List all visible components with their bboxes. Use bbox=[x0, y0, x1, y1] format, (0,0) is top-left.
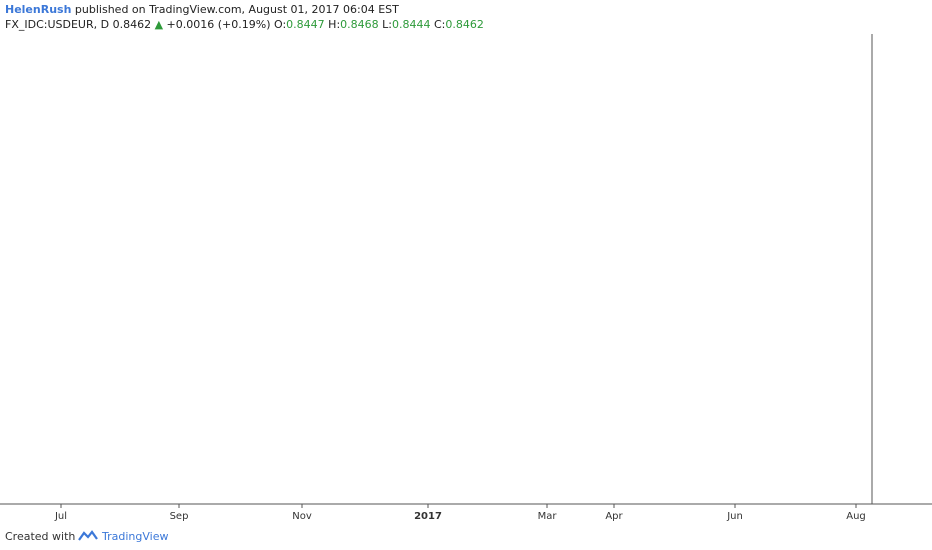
open-label: O: bbox=[274, 18, 287, 31]
x-axis-tick-label: Nov bbox=[292, 511, 312, 522]
tradingview-brand-link[interactable]: TradingView bbox=[102, 530, 169, 543]
tradingview-logo-icon bbox=[78, 530, 98, 541]
time-axis: Jul Sep Nov 2017 Mar Apr Jun Aug bbox=[0, 34, 932, 522]
quote-line: FX_IDC:USDEUR, D 0.8462 ▲ +0.0016 (+0.19… bbox=[5, 17, 484, 32]
last-price: 0.8462 bbox=[112, 18, 152, 31]
footer: Created with TradingView bbox=[0, 522, 932, 550]
symbol-label: FX_IDC:USDEUR, D bbox=[5, 18, 110, 31]
created-with-label: Created with bbox=[5, 530, 76, 543]
low-label: L: bbox=[382, 18, 392, 31]
high-value: 0.8468 bbox=[340, 18, 379, 31]
x-axis-tick-label: Jul bbox=[54, 511, 67, 522]
author-link[interactable]: HelenRush bbox=[5, 3, 72, 16]
x-axis-tick-label: 2017 bbox=[414, 511, 442, 522]
x-axis-tick-label: Apr bbox=[605, 511, 623, 522]
x-axis-tick-label: Aug bbox=[846, 511, 866, 522]
x-axis-tick-label: Jun bbox=[726, 511, 743, 522]
publish-line: HelenRush published on TradingView.com, … bbox=[5, 2, 399, 17]
close-label: C: bbox=[434, 18, 446, 31]
x-axis-tick-label: Mar bbox=[538, 511, 558, 522]
price-change: +0.0016 (+0.19%) bbox=[166, 18, 271, 31]
x-axis-tick-label: Sep bbox=[170, 511, 189, 522]
chart-header: HelenRush published on TradingView.com, … bbox=[0, 0, 932, 34]
low-value: 0.8444 bbox=[392, 18, 431, 31]
chart-area[interactable]: 0.96000.94000.92000.90000.88000.86000.84… bbox=[0, 34, 932, 522]
published-text: published on TradingView.com, August 01,… bbox=[74, 3, 399, 16]
high-label: H: bbox=[328, 18, 341, 31]
open-value: 0.8447 bbox=[286, 18, 325, 31]
chart-background bbox=[0, 34, 932, 522]
change-arrow-icon: ▲ bbox=[154, 18, 164, 31]
close-value: 0.8462 bbox=[445, 18, 484, 31]
